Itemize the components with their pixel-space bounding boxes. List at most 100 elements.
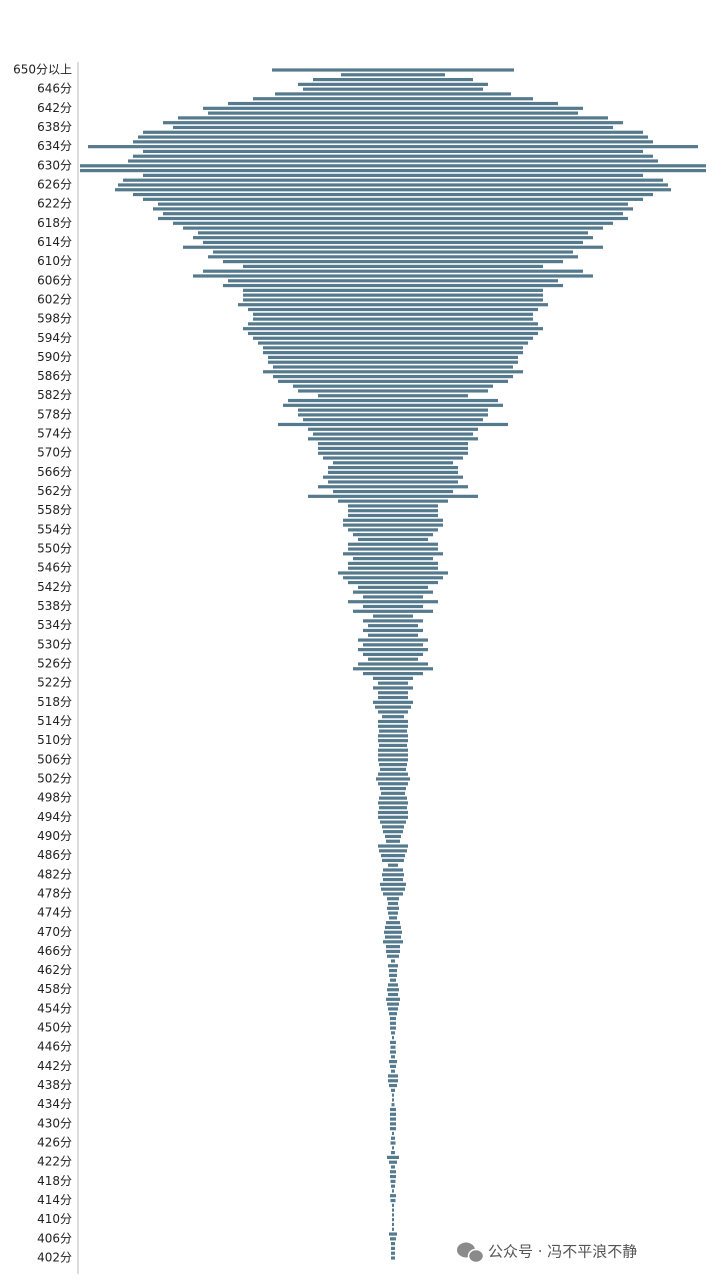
bar <box>378 815 408 819</box>
bar <box>388 983 398 987</box>
bar <box>390 1141 396 1145</box>
bar <box>388 911 398 915</box>
bar <box>388 863 398 867</box>
bar <box>348 542 438 546</box>
bar <box>385 935 401 939</box>
bar <box>392 1203 394 1207</box>
y-tick-label: 462分 <box>37 963 72 977</box>
bar <box>138 135 648 139</box>
bar <box>383 830 403 834</box>
bar <box>263 370 523 374</box>
y-tick-label: 586分 <box>37 369 72 383</box>
y-tick-label: 626分 <box>37 177 72 191</box>
bar <box>391 1251 395 1255</box>
bar <box>328 480 458 484</box>
bar <box>118 183 668 187</box>
y-tick-label: 478分 <box>37 886 72 900</box>
bar <box>390 1194 396 1198</box>
bar <box>391 1151 395 1155</box>
bar <box>378 734 408 738</box>
y-tick-label: 574分 <box>37 427 72 441</box>
y-tick-label: 606分 <box>37 273 72 287</box>
bar <box>392 1208 394 1212</box>
bar <box>390 1170 396 1174</box>
y-tick-label: 458分 <box>37 982 72 996</box>
bar <box>303 418 483 422</box>
bar <box>143 197 643 201</box>
bar <box>380 882 406 886</box>
bar <box>378 801 408 805</box>
y-tick-label: 498分 <box>37 791 72 805</box>
y-tick-label: 514分 <box>37 714 72 728</box>
y-tick-label: 406分 <box>37 1231 72 1245</box>
bar <box>391 1242 395 1246</box>
bar <box>378 681 408 685</box>
bar <box>343 518 443 522</box>
bar <box>381 887 405 891</box>
y-tick-label: 486分 <box>37 848 72 862</box>
bar <box>389 1059 397 1064</box>
bar <box>278 422 508 427</box>
bar <box>208 111 578 115</box>
bar <box>391 1069 395 1073</box>
bar <box>391 1055 395 1059</box>
bar <box>382 715 404 719</box>
y-tick-label: 650分以上 <box>13 63 72 77</box>
watermark: 公众号 · 冯不平浪不静 <box>488 1243 637 1261</box>
bar <box>253 312 533 316</box>
bar <box>353 590 433 594</box>
bar <box>363 628 423 633</box>
bar <box>133 192 653 197</box>
y-tick-label: 446分 <box>37 1040 72 1054</box>
y-tick-label: 414分 <box>37 1193 72 1207</box>
bar <box>390 1040 396 1045</box>
bar <box>363 604 423 609</box>
y-tick-label: 518分 <box>37 695 72 709</box>
bar <box>368 633 418 637</box>
bar <box>272 68 514 72</box>
bar <box>318 394 468 398</box>
bar <box>390 1064 396 1068</box>
bar <box>390 1122 396 1126</box>
y-tick-label: 510分 <box>37 733 72 747</box>
bar <box>391 1088 395 1092</box>
bar <box>308 437 478 441</box>
bar <box>392 1036 394 1040</box>
y-tick-label: 450分 <box>37 1021 72 1035</box>
bar <box>223 283 563 288</box>
bar <box>389 1160 397 1164</box>
bar <box>278 379 508 383</box>
bar <box>115 188 671 192</box>
bar <box>389 1232 397 1236</box>
bar <box>343 552 443 556</box>
y-tick-label: 566分 <box>37 465 72 479</box>
y-tick-label: 646分 <box>37 82 72 96</box>
bar <box>382 873 404 877</box>
bar <box>143 149 643 154</box>
bar <box>390 1045 396 1049</box>
bar <box>243 288 543 292</box>
bar <box>333 489 453 494</box>
bar <box>378 844 408 848</box>
bar <box>387 1002 399 1006</box>
bar <box>388 964 398 968</box>
bar <box>378 810 408 815</box>
bar <box>392 1146 394 1150</box>
bar <box>391 1184 395 1188</box>
bar <box>293 384 493 388</box>
bar <box>385 925 401 930</box>
bar <box>378 772 408 776</box>
bar <box>288 398 498 403</box>
bar <box>392 1213 394 1217</box>
bar <box>373 700 413 704</box>
bar <box>380 820 406 824</box>
bar <box>390 1174 396 1179</box>
bar <box>388 992 398 997</box>
bar <box>298 413 488 417</box>
bar <box>158 202 628 206</box>
y-tick-label: 494分 <box>37 810 72 824</box>
y-tick-label: 466分 <box>37 944 72 958</box>
bar <box>391 1246 395 1251</box>
bar <box>348 600 438 604</box>
bar <box>391 1136 395 1140</box>
